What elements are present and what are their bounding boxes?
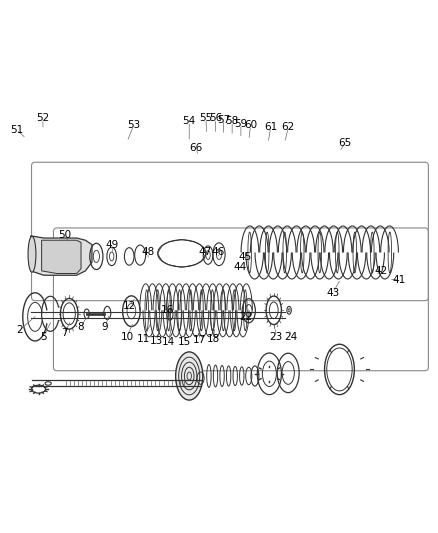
Text: 22: 22 (240, 312, 253, 322)
Text: 50: 50 (58, 230, 71, 240)
Text: 12: 12 (123, 301, 136, 311)
Text: 52: 52 (36, 114, 49, 124)
Text: 8: 8 (78, 322, 85, 332)
Text: 55: 55 (199, 114, 212, 124)
Text: 44: 44 (233, 262, 247, 271)
Text: 56: 56 (209, 114, 222, 124)
Text: 10: 10 (120, 332, 134, 342)
Text: 9: 9 (102, 322, 109, 332)
Text: 2: 2 (16, 325, 23, 335)
Text: 46: 46 (212, 247, 225, 257)
Ellipse shape (28, 236, 36, 272)
Text: 48: 48 (141, 247, 155, 257)
Text: 23: 23 (269, 332, 283, 342)
Text: 54: 54 (183, 116, 196, 126)
Text: 11: 11 (137, 334, 150, 344)
Text: 61: 61 (264, 122, 277, 132)
Polygon shape (42, 240, 81, 273)
Text: 14: 14 (162, 337, 175, 347)
Text: 13: 13 (150, 336, 163, 346)
Text: 24: 24 (285, 332, 298, 342)
Text: 5: 5 (40, 332, 47, 342)
Text: 66: 66 (190, 143, 203, 154)
Text: 16: 16 (161, 305, 174, 316)
Text: 43: 43 (326, 288, 339, 298)
Text: 42: 42 (374, 266, 388, 276)
Text: 17: 17 (193, 335, 206, 345)
Text: 65: 65 (339, 138, 352, 148)
Text: 58: 58 (226, 116, 239, 126)
Polygon shape (31, 236, 92, 275)
Text: 62: 62 (282, 122, 295, 132)
Ellipse shape (176, 352, 203, 400)
Text: 53: 53 (127, 120, 140, 131)
Text: 60: 60 (244, 120, 257, 131)
Text: 15: 15 (177, 337, 191, 347)
Text: 45: 45 (239, 252, 252, 262)
Text: 49: 49 (105, 240, 118, 251)
Text: 59: 59 (234, 119, 247, 129)
Text: 7: 7 (61, 328, 68, 338)
Text: 47: 47 (198, 247, 212, 257)
Text: 18: 18 (207, 334, 220, 344)
Text: 51: 51 (10, 125, 23, 135)
Text: 41: 41 (393, 274, 406, 285)
Text: 57: 57 (217, 115, 230, 125)
